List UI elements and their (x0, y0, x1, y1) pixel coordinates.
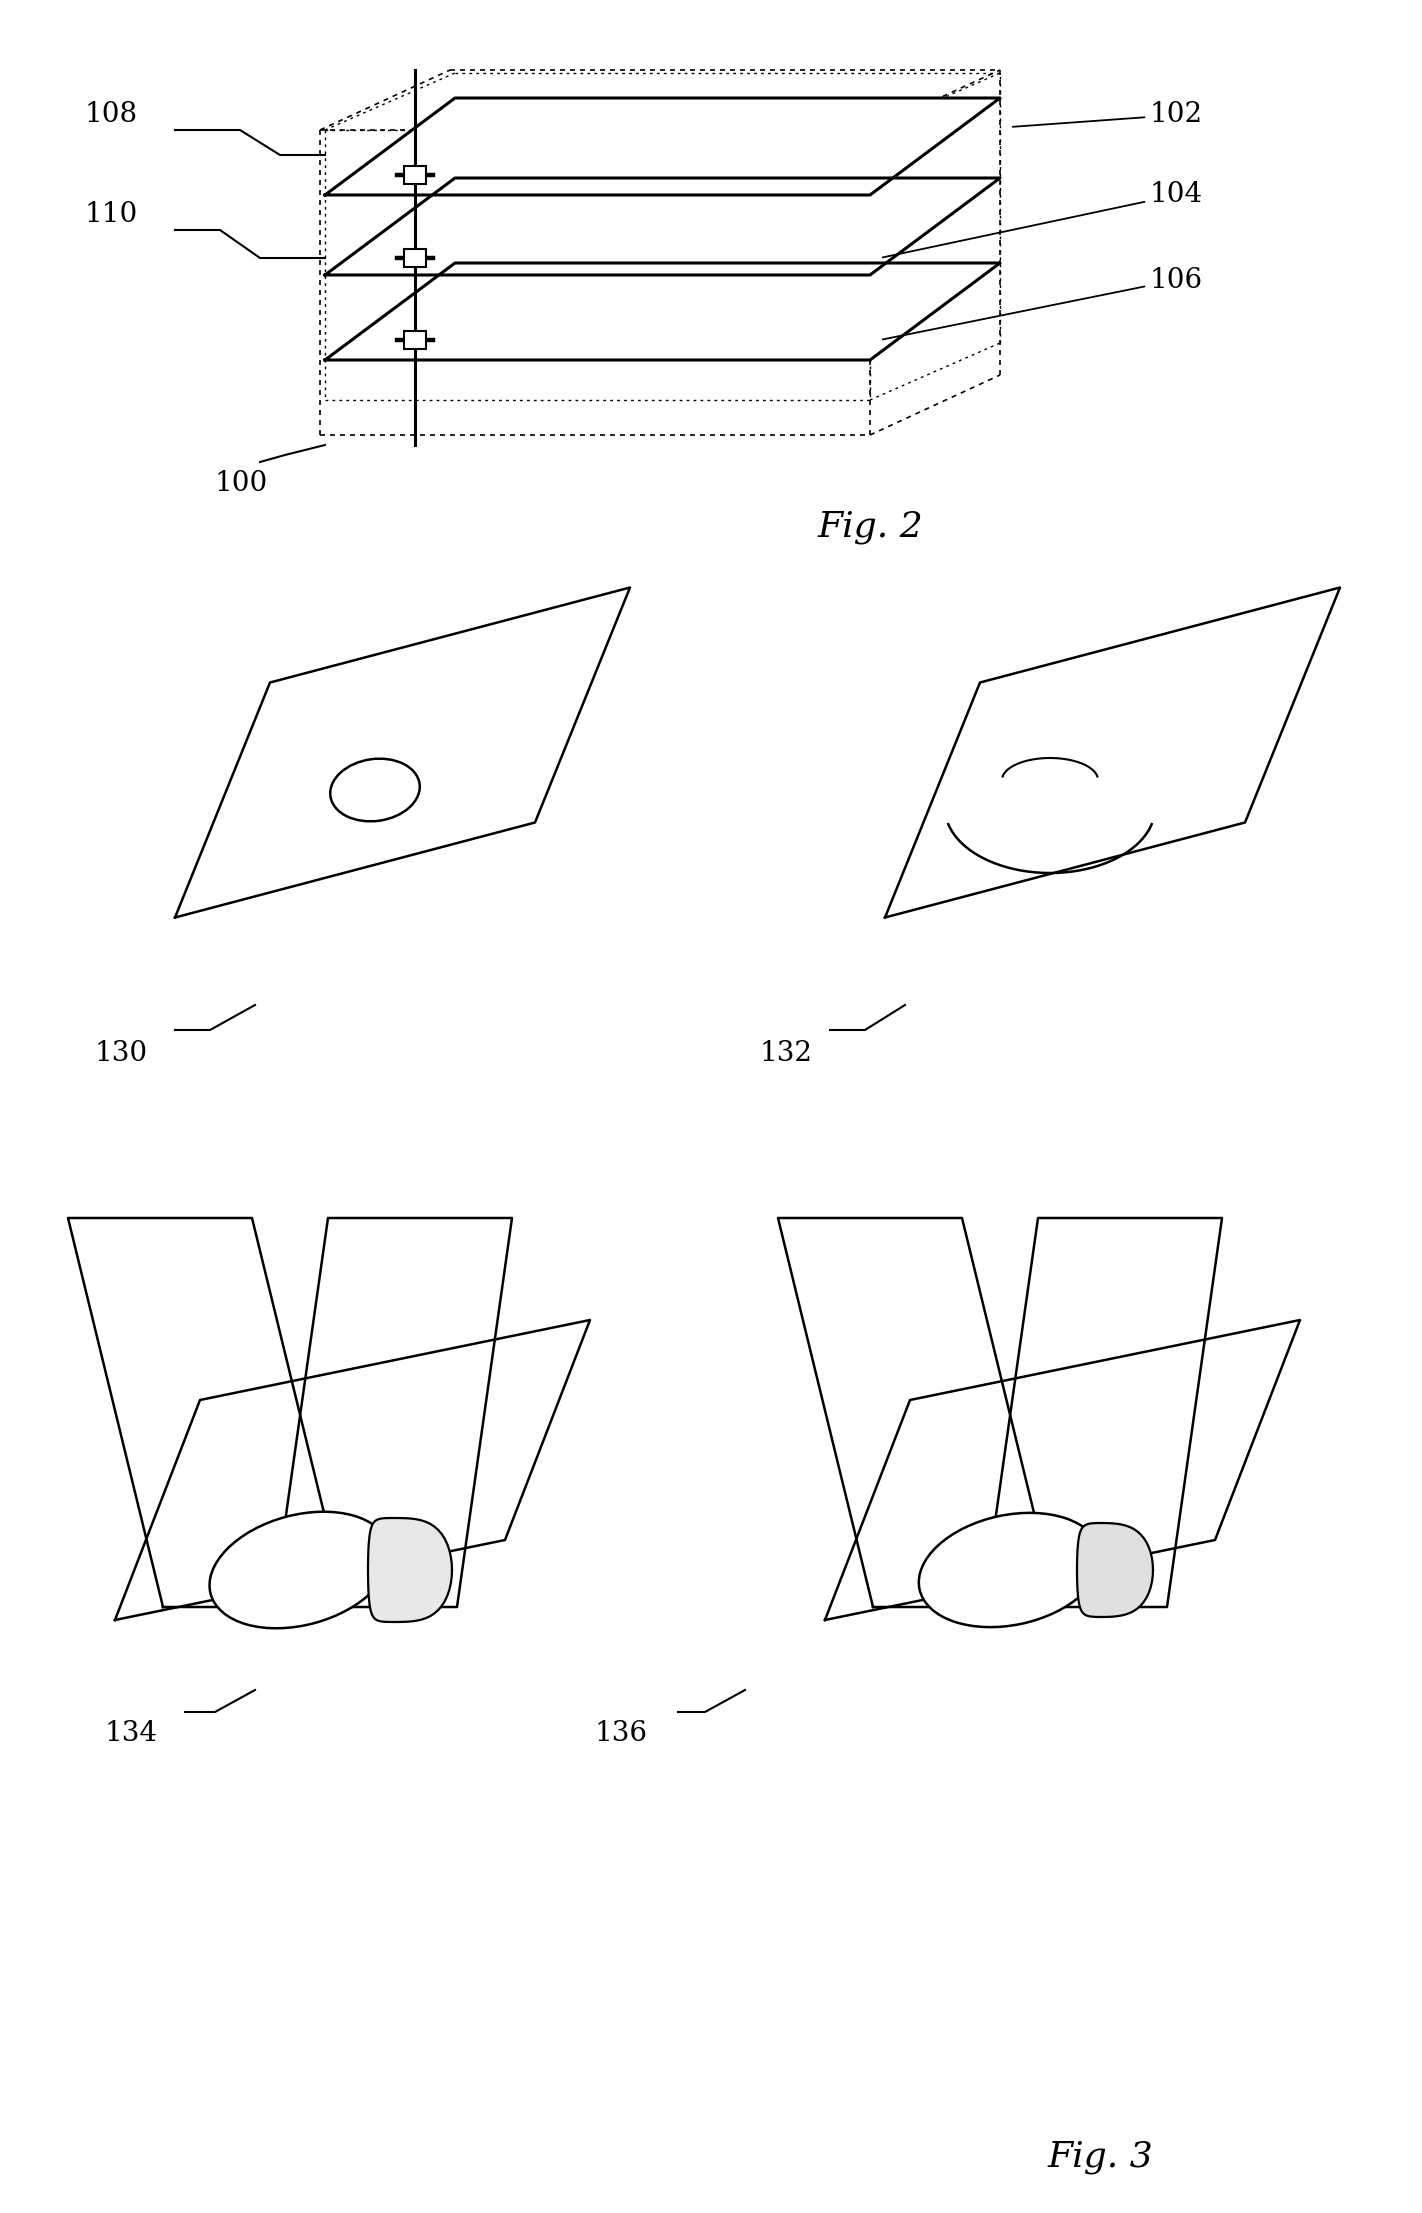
Polygon shape (368, 1518, 452, 1622)
Text: 108: 108 (85, 102, 138, 128)
Ellipse shape (209, 1511, 391, 1629)
Text: 100: 100 (215, 469, 269, 498)
Text: 130: 130 (95, 1040, 148, 1067)
Polygon shape (884, 586, 1340, 918)
Polygon shape (326, 97, 1000, 195)
Text: Fig. 2: Fig. 2 (818, 509, 923, 544)
Text: 134: 134 (105, 1720, 158, 1746)
Text: 104: 104 (883, 181, 1203, 257)
Polygon shape (68, 1217, 347, 1607)
Polygon shape (825, 1319, 1300, 1620)
Bar (404, 250, 427, 268)
Polygon shape (1076, 1523, 1153, 1618)
Ellipse shape (330, 759, 419, 821)
Text: 132: 132 (759, 1040, 813, 1067)
Polygon shape (115, 1319, 590, 1620)
Polygon shape (778, 1217, 1057, 1607)
Polygon shape (983, 1217, 1221, 1607)
Text: 106: 106 (883, 266, 1203, 339)
Text: 102: 102 (1012, 102, 1203, 128)
Bar (404, 166, 427, 184)
Text: 136: 136 (594, 1720, 648, 1746)
Ellipse shape (919, 1514, 1101, 1627)
Text: 110: 110 (85, 201, 138, 228)
Bar (404, 332, 427, 350)
Text: Fig. 3: Fig. 3 (1047, 2140, 1153, 2173)
Polygon shape (273, 1217, 512, 1607)
Polygon shape (326, 177, 1000, 274)
Polygon shape (175, 586, 630, 918)
Polygon shape (326, 263, 1000, 361)
